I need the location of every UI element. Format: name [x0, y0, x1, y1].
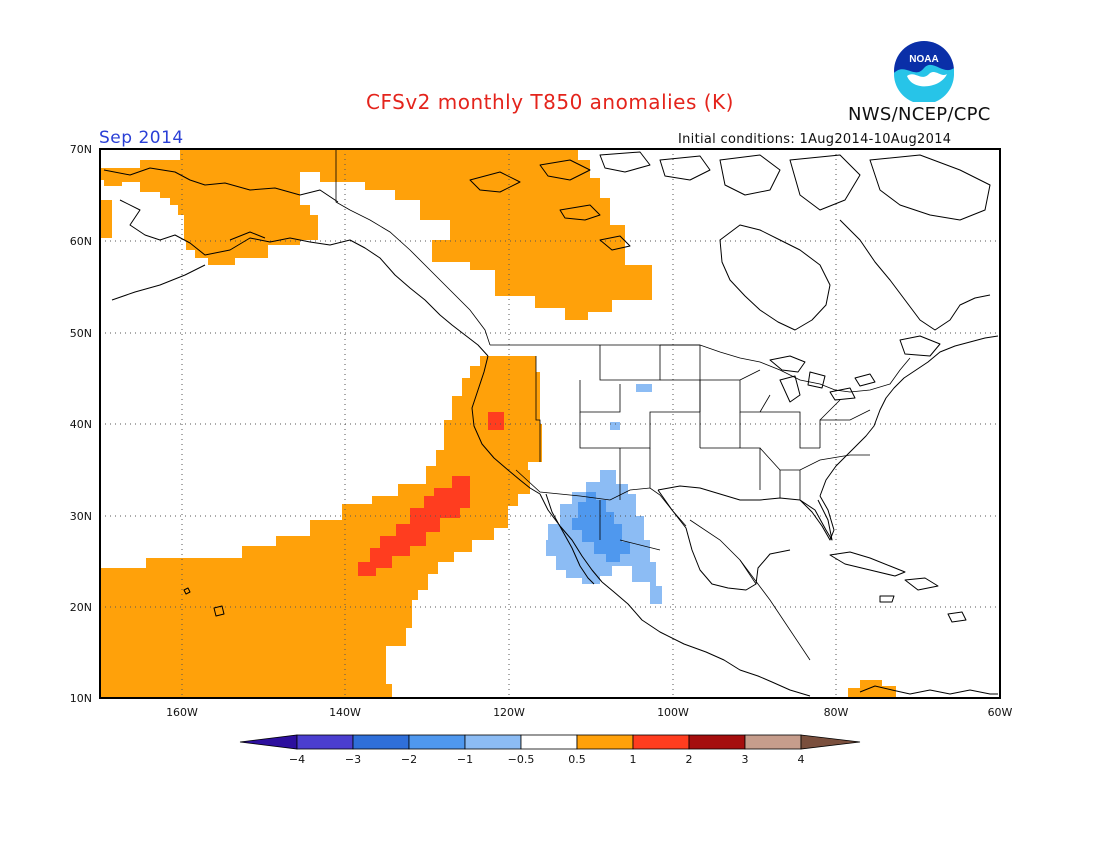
colorbar: [239, 734, 861, 750]
lat-label: 40N: [69, 418, 92, 431]
forecast-month: Sep 2014: [99, 128, 184, 148]
colorbar-label: 3: [741, 753, 749, 766]
colorbar-label: −0.5: [507, 753, 535, 766]
lon-label: 100W: [657, 706, 689, 719]
initial-conditions: Initial conditions: 1Aug2014-10Aug2014: [678, 132, 952, 147]
colorbar-label: 1: [629, 753, 637, 766]
colorbar-swatch: [632, 734, 690, 750]
coastlines: [103, 151, 999, 697]
lat-label: 60N: [69, 235, 92, 248]
lat-label: 50N: [69, 327, 92, 340]
colorbar-label: −3: [344, 753, 362, 766]
colorbar-label: −1: [456, 753, 474, 766]
colorbar-arrow-right: [800, 734, 861, 750]
colorbar-swatch: [352, 734, 410, 750]
colorbar-swatch: [576, 734, 634, 750]
map-title: CFSv2 monthly T850 anomalies (K): [366, 90, 734, 114]
colorbar-swatch: [408, 734, 466, 750]
colorbar-swatch: [520, 734, 578, 750]
colorbar-swatch: [744, 734, 802, 750]
colorbar-swatch: [464, 734, 522, 750]
political-borders: [335, 150, 911, 661]
lon-label: 60W: [987, 706, 1013, 719]
lon-label: 120W: [493, 706, 525, 719]
colorbar-label: 0.5: [568, 753, 586, 766]
lon-label: 160W: [166, 706, 198, 719]
colorbar-label: 4: [797, 753, 805, 766]
colorbar-swatch: [296, 734, 354, 750]
map-frame: [99, 148, 1001, 699]
logo-lettering: NOAA: [909, 54, 938, 65]
lat-label: 20N: [69, 601, 92, 614]
colorbar-label: −2: [400, 753, 418, 766]
agency-label: NWS/NCEP/CPC: [848, 104, 991, 125]
anomaly-area-red: [358, 412, 504, 576]
anomaly-area-blue: [572, 492, 630, 562]
colorbar-label: −4: [288, 753, 306, 766]
lat-label: 10N: [69, 692, 92, 705]
colorbar-swatch: [688, 734, 746, 750]
lat-label: 30N: [69, 510, 92, 523]
graticule: [100, 149, 1000, 698]
lon-label: 80W: [823, 706, 849, 719]
anomaly-area-orange: [100, 150, 896, 698]
noaa-logo: NOAA: [894, 41, 954, 102]
colorbar-label: 2: [685, 753, 693, 766]
lon-label: 140W: [329, 706, 361, 719]
lat-label: 70N: [69, 143, 92, 156]
colorbar-arrow-left: [239, 734, 298, 750]
